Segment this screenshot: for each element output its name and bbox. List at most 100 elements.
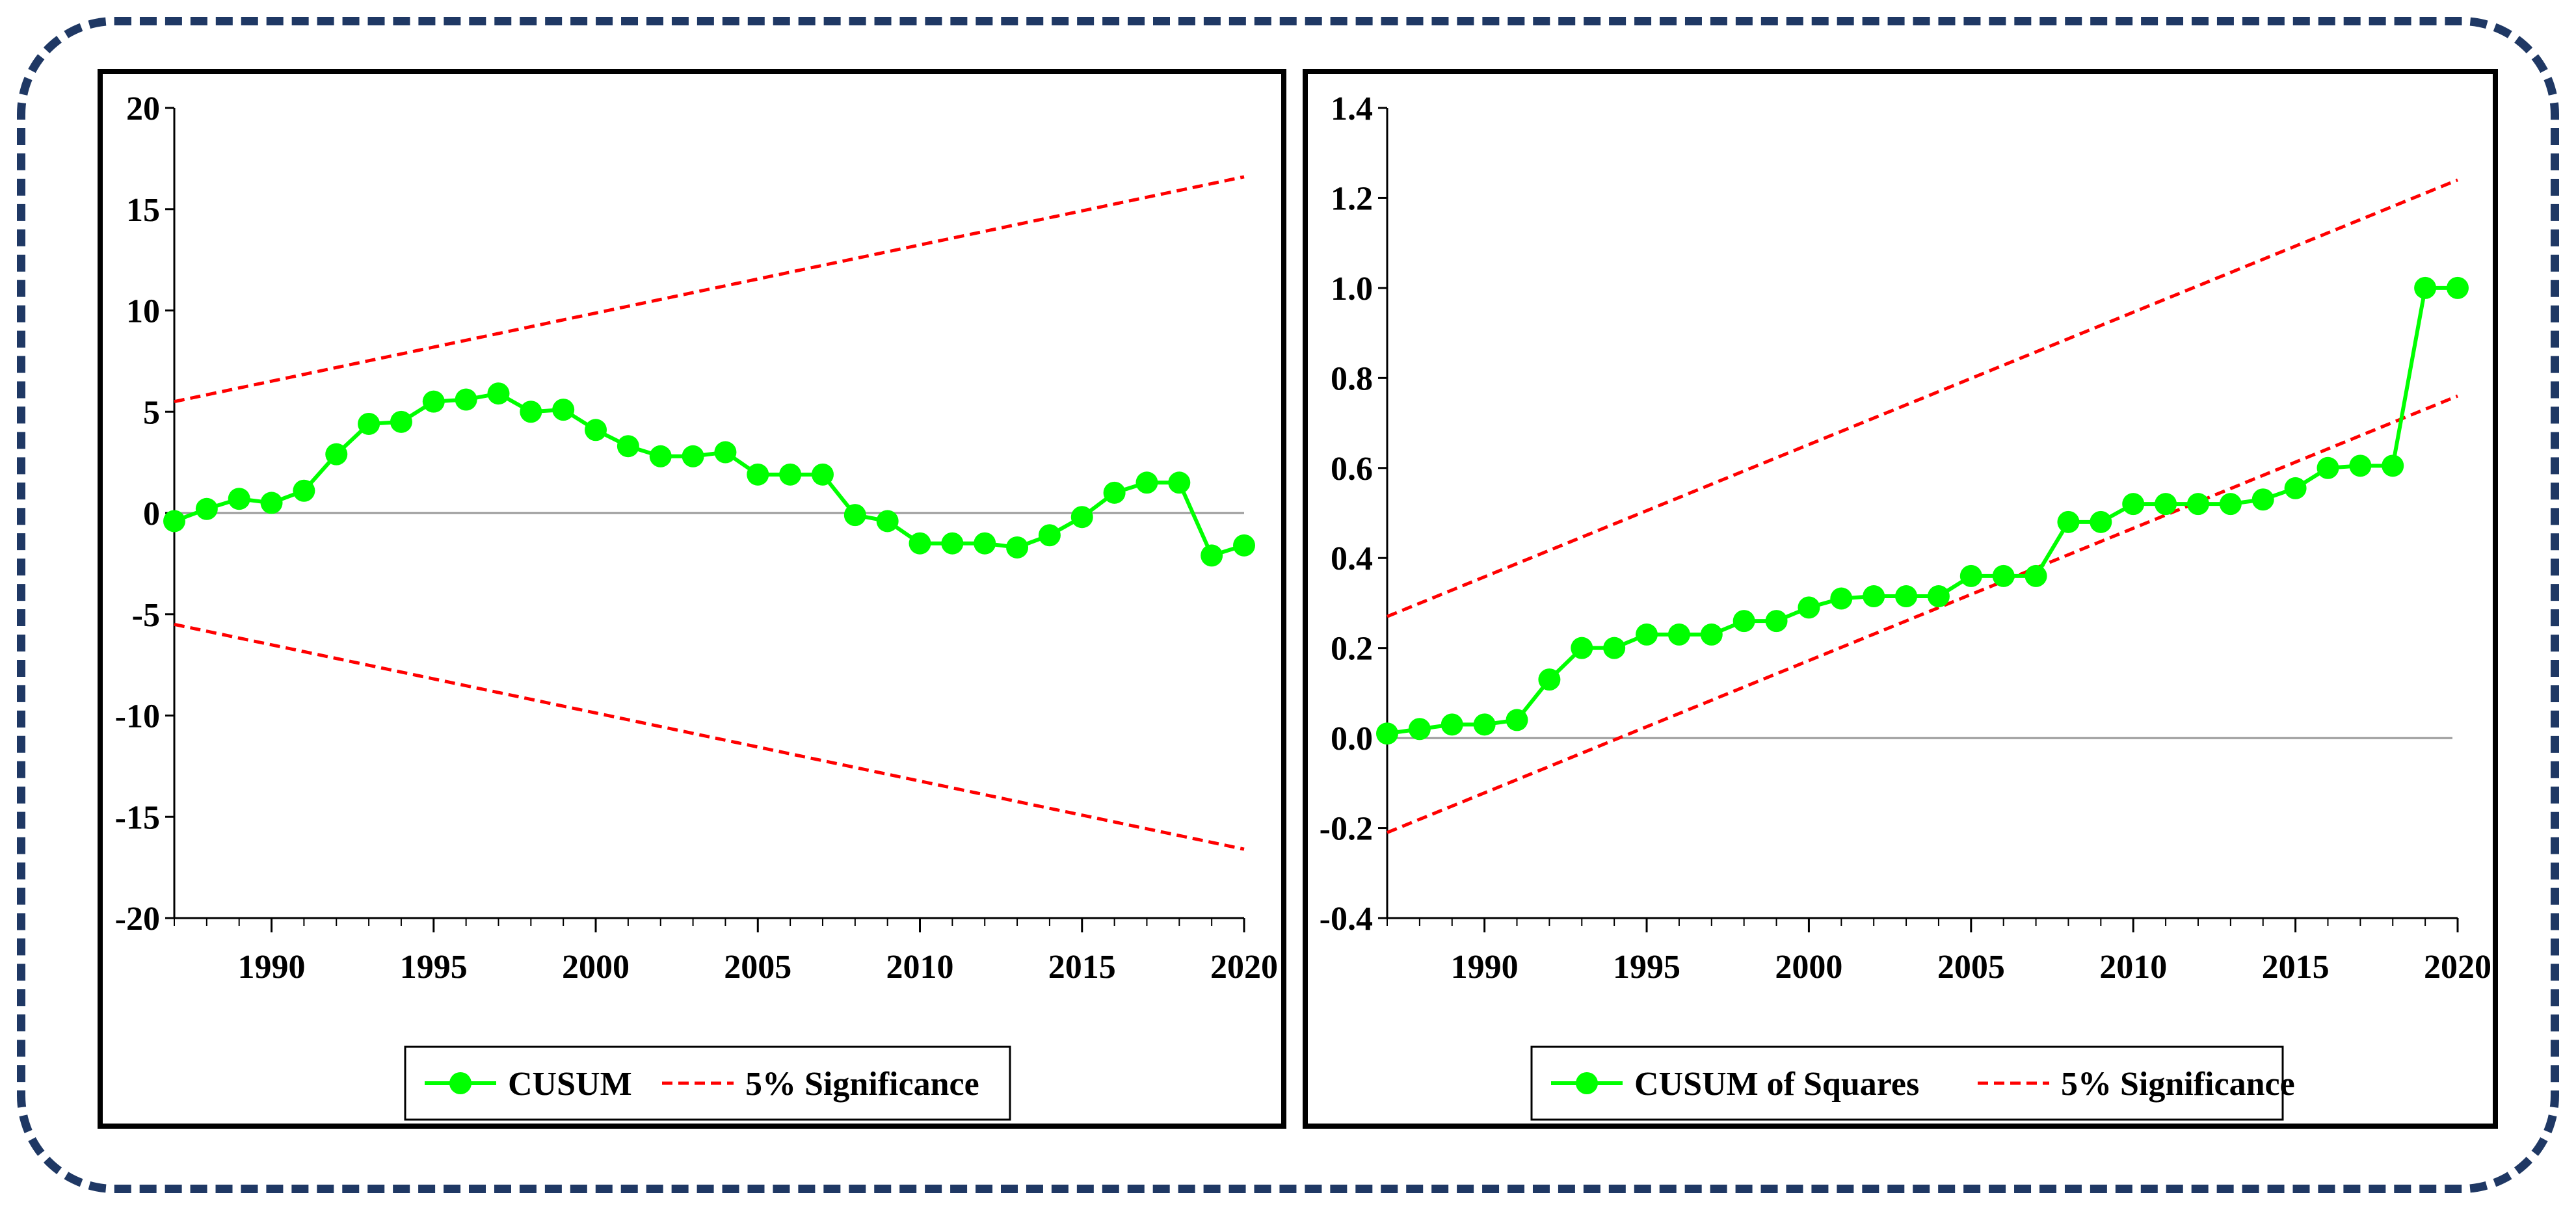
upper-significance-line: [174, 175, 1245, 404]
legend-box: [1530, 1046, 2284, 1121]
y-tick-label: 0.6: [1331, 451, 1373, 488]
data-point: [1927, 585, 1950, 608]
data-point: [1765, 610, 1788, 633]
data-point: [2382, 454, 2404, 477]
y-tick-label: 1.4: [1331, 90, 1373, 127]
data-point: [2090, 510, 2112, 533]
data-point: [1201, 544, 1223, 567]
data-point: [487, 382, 510, 405]
legend-swatch-marker: [1576, 1072, 1598, 1094]
legend-label: 5% Significance: [745, 1066, 979, 1103]
y-tick-label: -10: [115, 698, 160, 735]
legend-box: [404, 1046, 1011, 1121]
cusum-chart-panel: 20 15 10 5 0 -5 -10 -15 -20 1990 1995 2000 2005 2010 2…: [98, 69, 1286, 1129]
y-tick-label: -5: [132, 597, 160, 634]
data-point: [1408, 718, 1431, 741]
data-point: [1006, 536, 1029, 559]
y-tick-label: 15: [126, 192, 160, 229]
data-point: [1959, 564, 1982, 587]
data-point: [747, 463, 769, 486]
x-tick-label: 2010: [2099, 949, 2167, 986]
series-line-cusum: [173, 391, 1245, 558]
x-tick-label: 2015: [1048, 949, 1116, 986]
data-point: [941, 532, 964, 555]
legend-label: 5% Significance: [2061, 1066, 2295, 1103]
data-point: [520, 401, 542, 423]
data-point: [1070, 506, 1093, 529]
x-tick-label: 2020: [2424, 949, 2491, 986]
data-point: [2155, 493, 2177, 516]
y-tick-label: -0.4: [1320, 901, 1373, 938]
data-point: [1441, 713, 1463, 736]
data-point: [1830, 587, 1853, 610]
data-point: [2122, 493, 2145, 516]
x-tick-label: 2010: [886, 949, 954, 986]
data-point: [1538, 668, 1561, 691]
data-point: [2349, 454, 2372, 477]
data-point: [1992, 564, 2015, 587]
data-point: [552, 399, 575, 421]
y-tick-label: 1.0: [1331, 270, 1373, 308]
data-point: [1798, 596, 1820, 619]
data-point: [1700, 623, 1723, 646]
data-point: [1733, 610, 1755, 633]
y-tick-label: 0: [143, 495, 160, 533]
data-point: [2186, 493, 2209, 516]
data-point: [876, 510, 899, 533]
y-tick-label: 10: [126, 293, 160, 330]
data-point: [2414, 276, 2437, 299]
lower-significance-line: [1387, 394, 2458, 834]
y-tick-label: 1.2: [1331, 180, 1373, 217]
y-tick-label: 0.0: [1331, 720, 1373, 757]
y-tick-label: 20: [126, 90, 160, 127]
data-point: [228, 488, 250, 510]
data-point: [1863, 585, 1885, 608]
dashed-rounded-frame: [17, 17, 2559, 1193]
data-point: [260, 492, 283, 514]
y-tick-label: -15: [115, 799, 160, 836]
x-tick-label: 2005: [724, 949, 791, 986]
data-point: [1376, 722, 1398, 745]
data-point: [1571, 637, 1593, 659]
x-tick-label: 2000: [562, 949, 630, 986]
data-point: [2025, 564, 2047, 587]
data-point: [585, 419, 607, 441]
data-point: [617, 435, 639, 458]
data-point: [422, 390, 445, 413]
data-point: [2057, 510, 2080, 533]
data-point: [163, 510, 185, 533]
lower-significance-line: [174, 622, 1245, 851]
upper-significance-line: [1387, 178, 2458, 618]
data-point: [1038, 524, 1061, 547]
data-point: [1603, 637, 1626, 659]
data-point: [455, 388, 477, 411]
x-tick-label: 1990: [1451, 949, 1519, 986]
data-point: [2219, 493, 2242, 516]
cusum-squares-chart-panel: 1.4 1.2 1.0 0.8 0.6 0.4 0.2 0.0 -0.2 -0.4 1990 1995…: [1303, 69, 2498, 1129]
data-point: [390, 410, 412, 433]
legend-label: CUSUM of Squares: [1634, 1066, 1919, 1103]
data-point: [682, 445, 704, 467]
data-point: [843, 504, 866, 527]
data-point: [1168, 471, 1191, 494]
y-tick-label: 0.2: [1331, 631, 1373, 668]
x-tick-label: 1990: [238, 949, 306, 986]
data-point: [1895, 585, 1918, 608]
data-point: [293, 479, 315, 502]
data-point: [1667, 623, 1690, 646]
x-tick-label: 1995: [400, 949, 468, 986]
data-point: [195, 497, 218, 520]
data-point: [779, 463, 802, 486]
data-point: [1103, 481, 1126, 504]
data-point: [1135, 471, 1158, 494]
data-point: [325, 443, 348, 466]
data-point: [2447, 276, 2469, 299]
data-point: [1233, 534, 1255, 557]
y-tick-label: -20: [115, 901, 160, 938]
x-tick-label: 2000: [1775, 949, 1842, 986]
x-tick-label: 1995: [1613, 949, 1680, 986]
x-tick-label: 2005: [1937, 949, 2005, 986]
x-tick-label: 2015: [2262, 949, 2330, 986]
data-point: [974, 532, 996, 555]
